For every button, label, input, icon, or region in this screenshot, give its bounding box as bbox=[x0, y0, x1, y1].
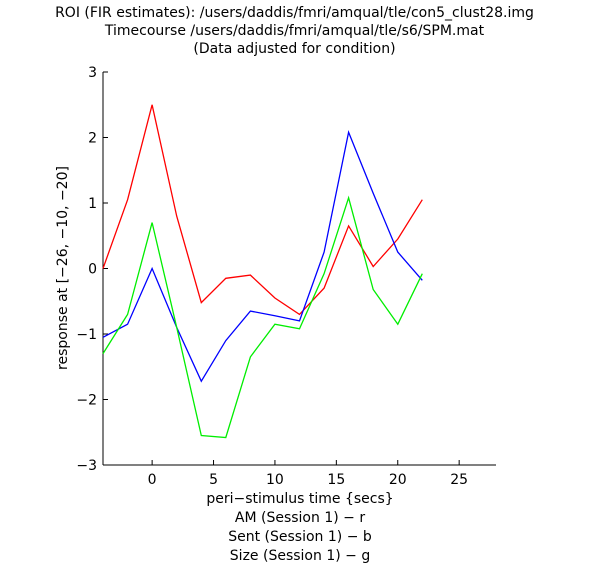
y-axis-label-text: response at [−26, −10, −20] bbox=[55, 166, 71, 370]
x-tick-label: 20 bbox=[389, 472, 407, 488]
series-line-size bbox=[102, 195, 423, 439]
condition-caption-size: Size (Session 1) − g bbox=[229, 548, 371, 564]
y-tick-label: 0 bbox=[88, 262, 97, 278]
condition-caption-am: AM (Session 1) − r bbox=[234, 510, 366, 526]
y-tick-label: −2 bbox=[76, 393, 97, 409]
series-line-am bbox=[102, 104, 423, 316]
y-tick-label: 1 bbox=[88, 196, 97, 212]
y-tick-label: 2 bbox=[88, 131, 97, 147]
x-tick-label: 0 bbox=[148, 472, 157, 488]
x-tick-label: 5 bbox=[209, 472, 218, 488]
x-axis-label: peri−stimulus time {secs} bbox=[206, 491, 394, 507]
series-line-sent bbox=[102, 130, 423, 383]
x-tick-label: 25 bbox=[450, 472, 468, 488]
y-tick-label: −1 bbox=[76, 327, 97, 343]
chart-title-line-1: ROI (FIR estimates): /users/daddis/fmri/… bbox=[55, 5, 534, 21]
x-tick-label: 10 bbox=[266, 472, 284, 488]
condition-caption-sent: Sent (Session 1) − b bbox=[228, 529, 372, 545]
chart-title-line-3: (Data adjusted for condition) bbox=[193, 41, 396, 57]
axes: 0 5 10 15 20 25 −3 −2 −1 0 1 2 3 bbox=[76, 65, 496, 488]
y-tick-label: −3 bbox=[76, 458, 97, 474]
y-tick-label: 3 bbox=[88, 65, 97, 81]
chart-title-line-2: Timecourse /users/daddis/fmri/amqual/tle… bbox=[104, 23, 485, 39]
series-lines bbox=[102, 104, 423, 439]
x-tick-label: 15 bbox=[327, 472, 345, 488]
